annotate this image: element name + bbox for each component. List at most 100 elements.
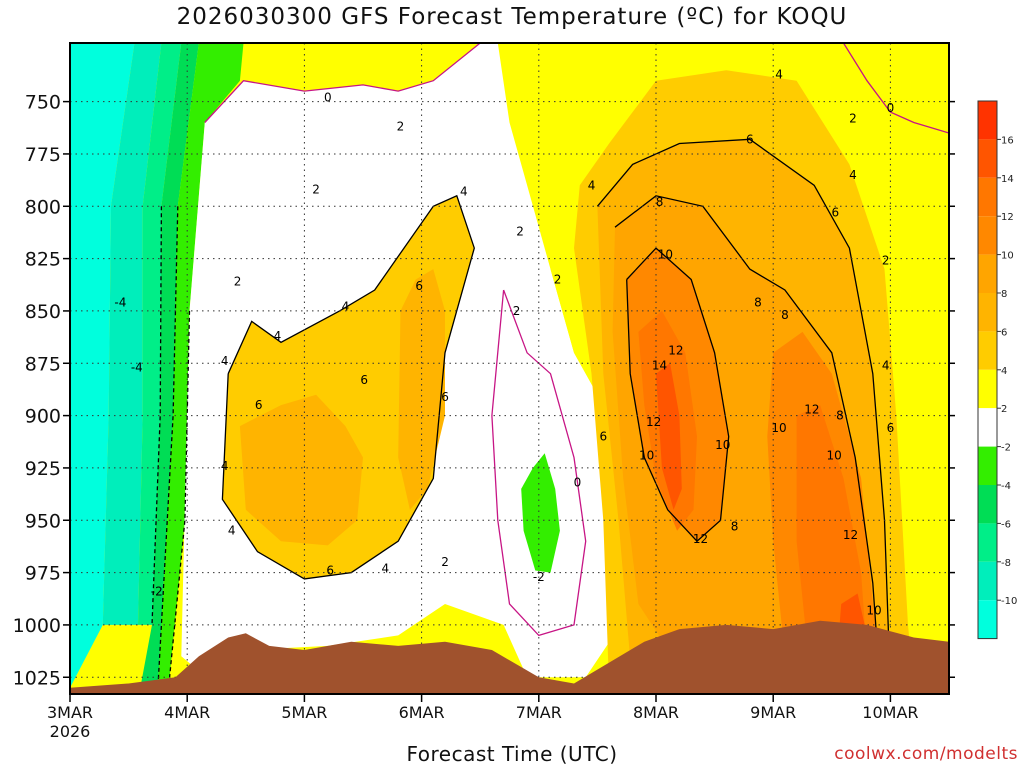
legend-label: 4	[1001, 366, 1007, 377]
x-tick-label: 9MAR	[750, 703, 796, 722]
contour-label: 4	[274, 329, 282, 343]
legend-label: 14	[1001, 174, 1014, 185]
contour-label: 0	[887, 101, 895, 115]
y-tick-label: 850	[25, 301, 61, 323]
x-tick-year-label: 2026	[50, 722, 91, 741]
contour-label: 2	[312, 183, 320, 197]
y-tick-label: 875	[25, 353, 61, 375]
contour-label: 2	[234, 275, 242, 289]
y-tick-label: 800	[25, 196, 61, 218]
contour-line	[204, 43, 481, 123]
contour-line	[626, 247, 730, 543]
legend-swatch	[978, 561, 997, 601]
terrain-ground	[70, 620, 949, 694]
contour-label: 14	[652, 358, 667, 372]
warm-6-8-west	[239, 394, 363, 546]
legend-swatch	[978, 293, 997, 332]
x-tick-label: 8MAR	[633, 703, 679, 722]
contour-label: 4	[381, 561, 389, 575]
contour-label: 4	[775, 67, 783, 81]
legend-label: 8	[1001, 289, 1007, 300]
legend-swatch	[978, 523, 997, 562]
legend-swatch	[978, 101, 997, 140]
legend-swatch	[978, 331, 997, 370]
x-tick-label: 5MAR	[281, 703, 327, 722]
y-tick-label: 975	[25, 563, 61, 585]
contour-label: 12	[646, 415, 661, 429]
legend-swatch	[978, 408, 997, 447]
contour-line	[221, 194, 475, 580]
contour-label: 6	[599, 430, 607, 444]
contour-label: 10	[639, 448, 654, 462]
contour-label: 10	[771, 421, 786, 435]
y-tick-label: 1025	[13, 667, 61, 689]
legend-swatch	[978, 446, 997, 485]
contour-lines	[151, 43, 949, 688]
warm-14-16-east	[656, 363, 682, 510]
legend-swatch	[978, 254, 997, 293]
cold-green-region	[138, 43, 182, 625]
contour-label: 12	[668, 344, 683, 358]
warm-12-14-east2	[796, 405, 867, 657]
contour-label: 6	[326, 563, 334, 577]
legend-label: 2	[1001, 404, 1007, 415]
contour-label: 0	[324, 90, 332, 104]
cold-pocket-region	[521, 453, 560, 573]
color-legend: 16 14 12 10 8 6 4 2 -2 -4 -6 -8 -10	[977, 100, 1017, 640]
contour-label: 10	[866, 603, 881, 617]
contour-label: 8	[836, 409, 844, 423]
legend-swatch	[978, 177, 997, 217]
y-tick-label: 1000	[13, 615, 61, 637]
source-credit: coolwx.com/modelts	[834, 744, 1018, 764]
contour-label: 8	[754, 296, 762, 310]
y-tick-label: 750	[25, 92, 61, 114]
contour-line	[842, 43, 949, 134]
contour-label: 0	[574, 476, 582, 490]
contour-label: 2	[513, 304, 521, 318]
contour-label: 8	[781, 308, 789, 322]
legend-label: 10	[1001, 251, 1014, 262]
x-tick-label: 7MAR	[516, 703, 562, 722]
contour-label: 2	[397, 120, 405, 134]
legend-label: 6	[1001, 327, 1007, 338]
contour-label: 10	[658, 247, 673, 261]
temperature-fill-regions	[70, 43, 949, 688]
legend-label: -8	[1001, 558, 1011, 569]
x-tick-label: 10MAR	[862, 703, 918, 722]
contour-label: 2	[849, 111, 857, 125]
cold-green-region	[140, 43, 199, 688]
contour-line	[596, 138, 892, 688]
x-tick-label: 3MAR	[47, 703, 93, 722]
contour-label: 4	[882, 358, 890, 372]
legend-swatch	[978, 369, 997, 409]
contour-label: 12	[843, 528, 858, 542]
contour-label: 12	[804, 402, 819, 416]
contour-line	[491, 289, 587, 637]
legend-swatch	[978, 139, 997, 178]
gridlines	[70, 43, 949, 694]
contour-label: 2	[554, 273, 562, 287]
contour-label: 4	[588, 178, 596, 192]
contour-label: -2	[533, 570, 545, 584]
contour-label: -4	[114, 296, 126, 310]
legend-label: -6	[1001, 519, 1011, 530]
contour-label: 12	[693, 532, 708, 546]
cold-green-region	[102, 43, 162, 625]
contour-label: 10	[827, 448, 842, 462]
contour-label: 4	[221, 354, 229, 368]
plot-frame	[69, 42, 950, 695]
legend-swatch	[978, 216, 997, 255]
contour-label: -2	[151, 584, 163, 598]
cold-lime-region	[157, 43, 244, 688]
x-tick-label: 6MAR	[399, 703, 445, 722]
contour-label: 8	[656, 195, 664, 209]
x-tick-label: 4MAR	[164, 703, 210, 722]
contour-label: 6	[441, 390, 449, 404]
y-tick-label: 900	[25, 406, 61, 428]
contour-label: 4	[228, 524, 236, 538]
contour-label: -4	[131, 360, 143, 374]
